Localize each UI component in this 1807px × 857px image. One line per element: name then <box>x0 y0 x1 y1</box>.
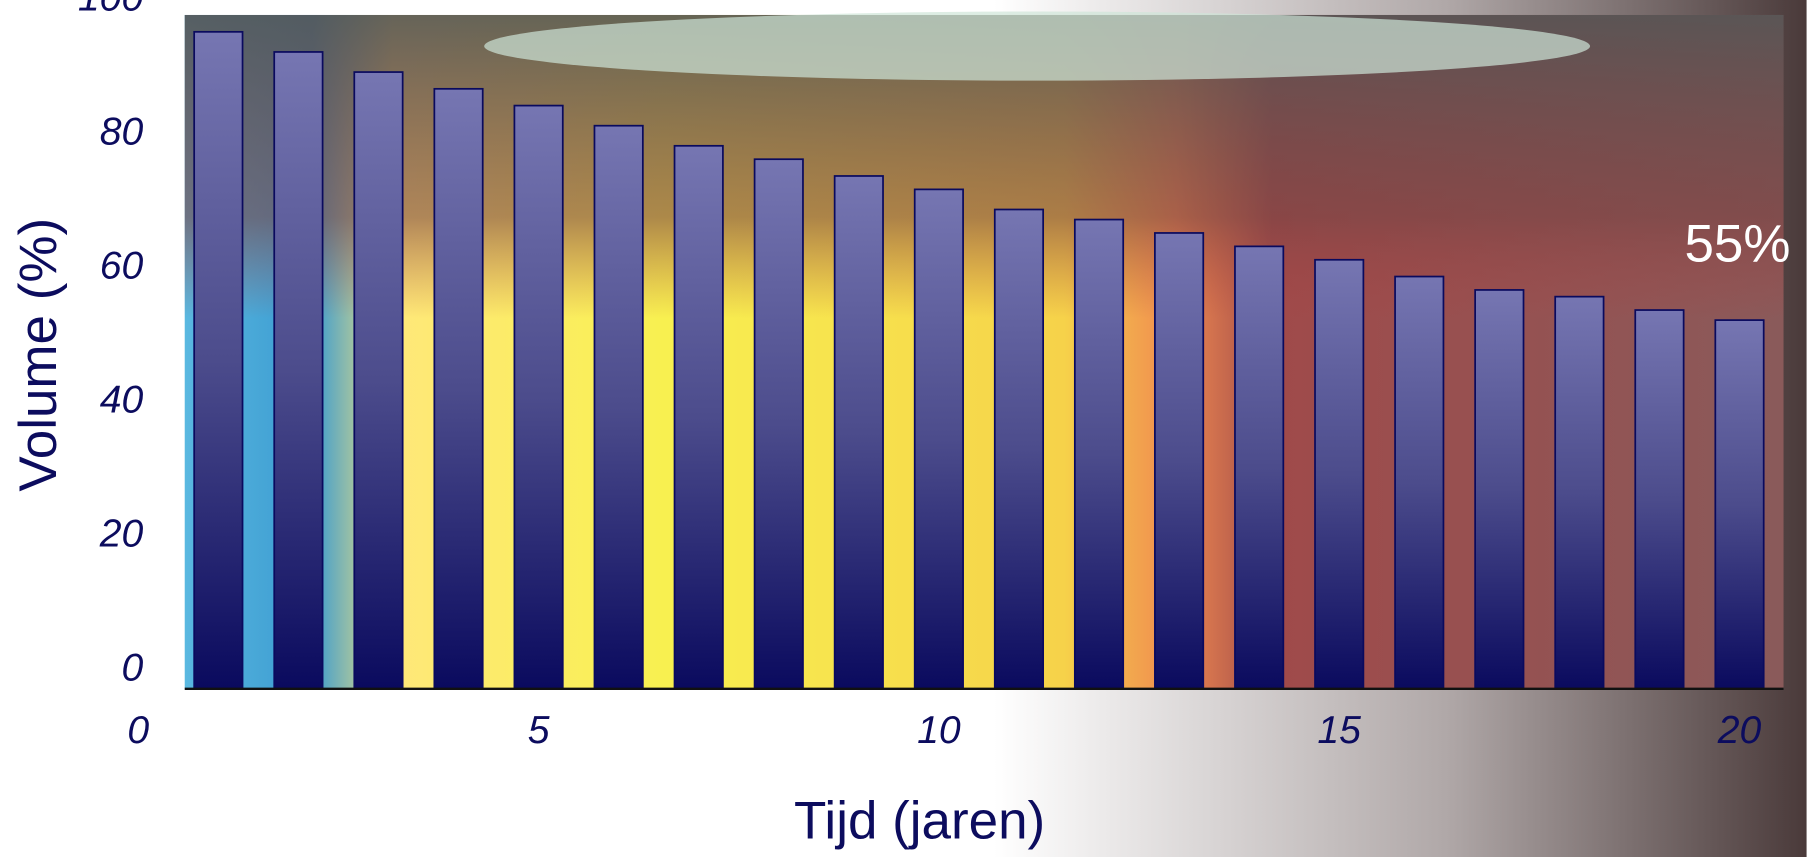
annotation: 55% <box>1684 215 1790 274</box>
bar <box>1234 245 1285 690</box>
x-tick-label: 5 <box>528 709 550 752</box>
y-tick-label: 60 <box>100 245 144 288</box>
photo-highlight <box>484 11 1591 81</box>
bar <box>1634 309 1685 690</box>
x-tick-label: 15 <box>1317 709 1361 752</box>
bar <box>1154 232 1205 690</box>
bar <box>1554 295 1605 690</box>
x-tick-label: 10 <box>917 709 961 752</box>
bar <box>1394 275 1445 690</box>
bar <box>753 158 804 690</box>
y-tick-label: 20 <box>99 513 144 556</box>
bar <box>353 71 404 690</box>
bar <box>273 51 324 690</box>
y-tick-label: 80 <box>100 110 144 153</box>
x-tick-label: 0 <box>127 709 149 752</box>
bar <box>193 30 244 690</box>
bar <box>1314 258 1365 690</box>
bar <box>1073 218 1125 690</box>
bar <box>673 144 724 690</box>
y-axis-label: Volume (%) <box>9 218 68 492</box>
bar <box>913 188 964 690</box>
bar <box>833 175 884 690</box>
bar <box>1714 319 1765 690</box>
x-tick-label: 20 <box>1717 709 1762 752</box>
bar <box>513 104 564 690</box>
bar <box>593 124 644 690</box>
x-axis-label: Tijd (jaren) <box>794 792 1045 851</box>
plot-shade <box>184 14 1784 689</box>
y-tick-label: 40 <box>100 379 144 422</box>
bar <box>433 87 484 690</box>
bar <box>993 208 1045 690</box>
y-tick-label: 100 <box>78 0 144 19</box>
y-tick-label: 0 <box>121 647 143 690</box>
bar <box>1474 289 1525 690</box>
